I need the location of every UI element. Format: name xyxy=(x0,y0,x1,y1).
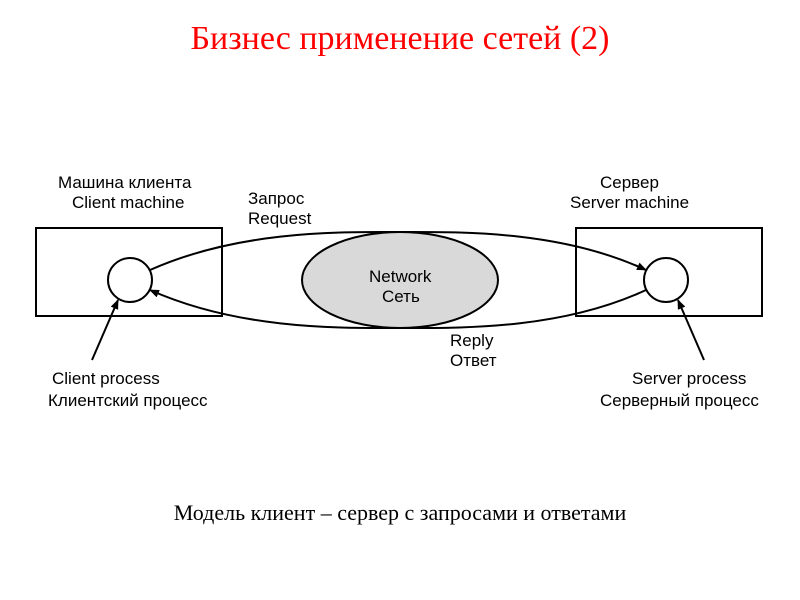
network-label-en: Network xyxy=(369,266,431,287)
slide-caption: Модель клиент – сервер с запросами и отв… xyxy=(0,500,800,526)
client-process-label-en: Client process xyxy=(52,368,160,389)
slide: Бизнес применение сетей (2) Машина клиен xyxy=(0,0,800,600)
client-process-circle xyxy=(108,258,152,302)
client-machine-label-ru: Машина клиента xyxy=(58,172,191,193)
request-label-en: Request xyxy=(248,208,311,229)
server-label-en: Server machine xyxy=(570,192,689,213)
server-process-label-ru: Серверный процесс xyxy=(600,390,759,411)
reply-label-ru: Ответ xyxy=(450,350,497,371)
server-process-circle xyxy=(644,258,688,302)
request-label-ru: Запрос xyxy=(248,188,304,209)
client-machine-label-en: Client machine xyxy=(72,192,184,213)
reply-label-en: Reply xyxy=(450,330,493,351)
network-label-ru: Сеть xyxy=(382,286,420,307)
client-process-pointer xyxy=(92,300,118,360)
server-process-pointer xyxy=(678,300,704,360)
server-label-ru: Сервер xyxy=(600,172,659,193)
server-process-label-en: Server process xyxy=(632,368,746,389)
client-process-label-ru: Клиентский процесс xyxy=(48,390,208,411)
